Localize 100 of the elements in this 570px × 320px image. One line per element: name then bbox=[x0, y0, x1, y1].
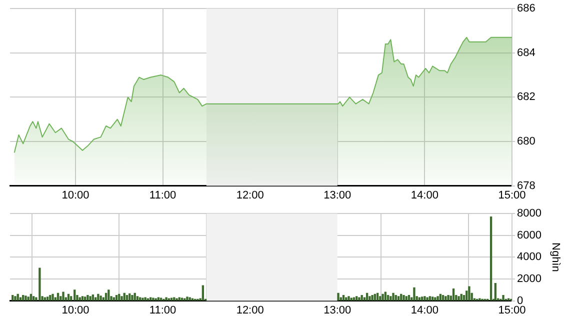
bar bbox=[434, 297, 436, 301]
bar bbox=[424, 296, 426, 301]
bar bbox=[392, 292, 394, 301]
bar bbox=[363, 297, 366, 301]
y-axis-title: Nghìn bbox=[549, 242, 562, 272]
bar bbox=[337, 292, 340, 301]
bar bbox=[118, 294, 120, 301]
bar bbox=[442, 295, 444, 301]
bar bbox=[379, 296, 382, 301]
bar bbox=[12, 295, 14, 301]
bar bbox=[360, 295, 363, 301]
x-tick-label: 10:00 bbox=[62, 189, 90, 202]
bar bbox=[376, 292, 379, 301]
bar bbox=[44, 297, 46, 301]
bar bbox=[494, 283, 496, 301]
bar bbox=[27, 296, 30, 301]
bar bbox=[439, 294, 442, 301]
bar bbox=[390, 296, 392, 301]
bar bbox=[420, 296, 424, 301]
bar bbox=[54, 297, 56, 301]
bar bbox=[478, 298, 481, 301]
bar bbox=[176, 298, 178, 301]
bar bbox=[92, 294, 94, 301]
bar bbox=[136, 296, 139, 301]
bar bbox=[100, 296, 102, 301]
bar bbox=[38, 268, 41, 301]
x-tick-label: 15:00 bbox=[498, 304, 526, 316]
bar bbox=[19, 297, 22, 301]
bar bbox=[16, 294, 19, 301]
y-tick-label: 0 bbox=[517, 294, 524, 307]
bar bbox=[490, 216, 492, 301]
bar bbox=[444, 296, 447, 301]
bar bbox=[112, 297, 115, 301]
bar bbox=[60, 296, 62, 301]
bar bbox=[108, 290, 110, 301]
bar bbox=[452, 288, 455, 301]
bar bbox=[382, 294, 384, 301]
bar bbox=[173, 297, 176, 301]
bar bbox=[52, 294, 54, 301]
bar bbox=[86, 295, 89, 301]
bar bbox=[67, 294, 70, 301]
bar bbox=[405, 296, 408, 301]
bar bbox=[186, 296, 188, 301]
bar bbox=[46, 296, 49, 301]
bar bbox=[202, 285, 204, 301]
y-tick-label: 680 bbox=[517, 136, 536, 148]
y-tick-label: 678 bbox=[517, 180, 536, 192]
bar bbox=[126, 295, 128, 301]
bar bbox=[102, 297, 104, 301]
bar bbox=[436, 296, 439, 301]
bar bbox=[408, 295, 410, 301]
bar bbox=[62, 292, 64, 301]
bar bbox=[157, 297, 160, 301]
bar bbox=[30, 294, 32, 301]
bar bbox=[366, 292, 368, 301]
bar bbox=[374, 294, 376, 301]
bar bbox=[428, 296, 432, 301]
bar bbox=[131, 295, 134, 301]
bar bbox=[89, 296, 92, 301]
bar bbox=[104, 292, 108, 301]
bar bbox=[468, 286, 470, 301]
y-tick-label: 6000 bbox=[517, 229, 542, 242]
bar bbox=[345, 297, 348, 301]
bar bbox=[139, 297, 142, 301]
bar bbox=[134, 292, 136, 301]
bar bbox=[394, 295, 397, 301]
bar bbox=[426, 297, 428, 301]
bar bbox=[340, 297, 342, 301]
x-tick-label: 13:00 bbox=[324, 304, 352, 316]
bar bbox=[402, 295, 405, 301]
bar bbox=[160, 298, 162, 301]
bar bbox=[371, 295, 374, 301]
x-tick-label: 13:00 bbox=[324, 189, 352, 202]
bar bbox=[358, 297, 360, 301]
bar bbox=[460, 294, 462, 301]
bar bbox=[350, 298, 352, 301]
x-tick-label: 12:00 bbox=[236, 189, 264, 202]
bar bbox=[78, 297, 81, 301]
bar bbox=[413, 287, 416, 301]
bar bbox=[32, 296, 35, 301]
bar bbox=[418, 297, 421, 301]
x-tick-label: 14:00 bbox=[410, 304, 438, 316]
bar bbox=[97, 294, 100, 301]
bar bbox=[115, 295, 118, 301]
bar bbox=[348, 296, 350, 301]
bar bbox=[188, 297, 191, 301]
bar bbox=[447, 295, 450, 301]
bar bbox=[178, 297, 180, 301]
bar bbox=[123, 292, 126, 301]
x-tick-label: 15:00 bbox=[498, 189, 526, 202]
bar bbox=[144, 297, 146, 301]
bar bbox=[352, 297, 356, 301]
bar bbox=[466, 290, 468, 301]
bar bbox=[81, 296, 84, 301]
bar bbox=[165, 297, 168, 301]
x-tick-label: 14:00 bbox=[410, 189, 438, 202]
bar bbox=[120, 296, 123, 301]
bar bbox=[502, 295, 504, 301]
y-tick-label: 8000 bbox=[517, 208, 542, 220]
bar bbox=[74, 290, 76, 301]
